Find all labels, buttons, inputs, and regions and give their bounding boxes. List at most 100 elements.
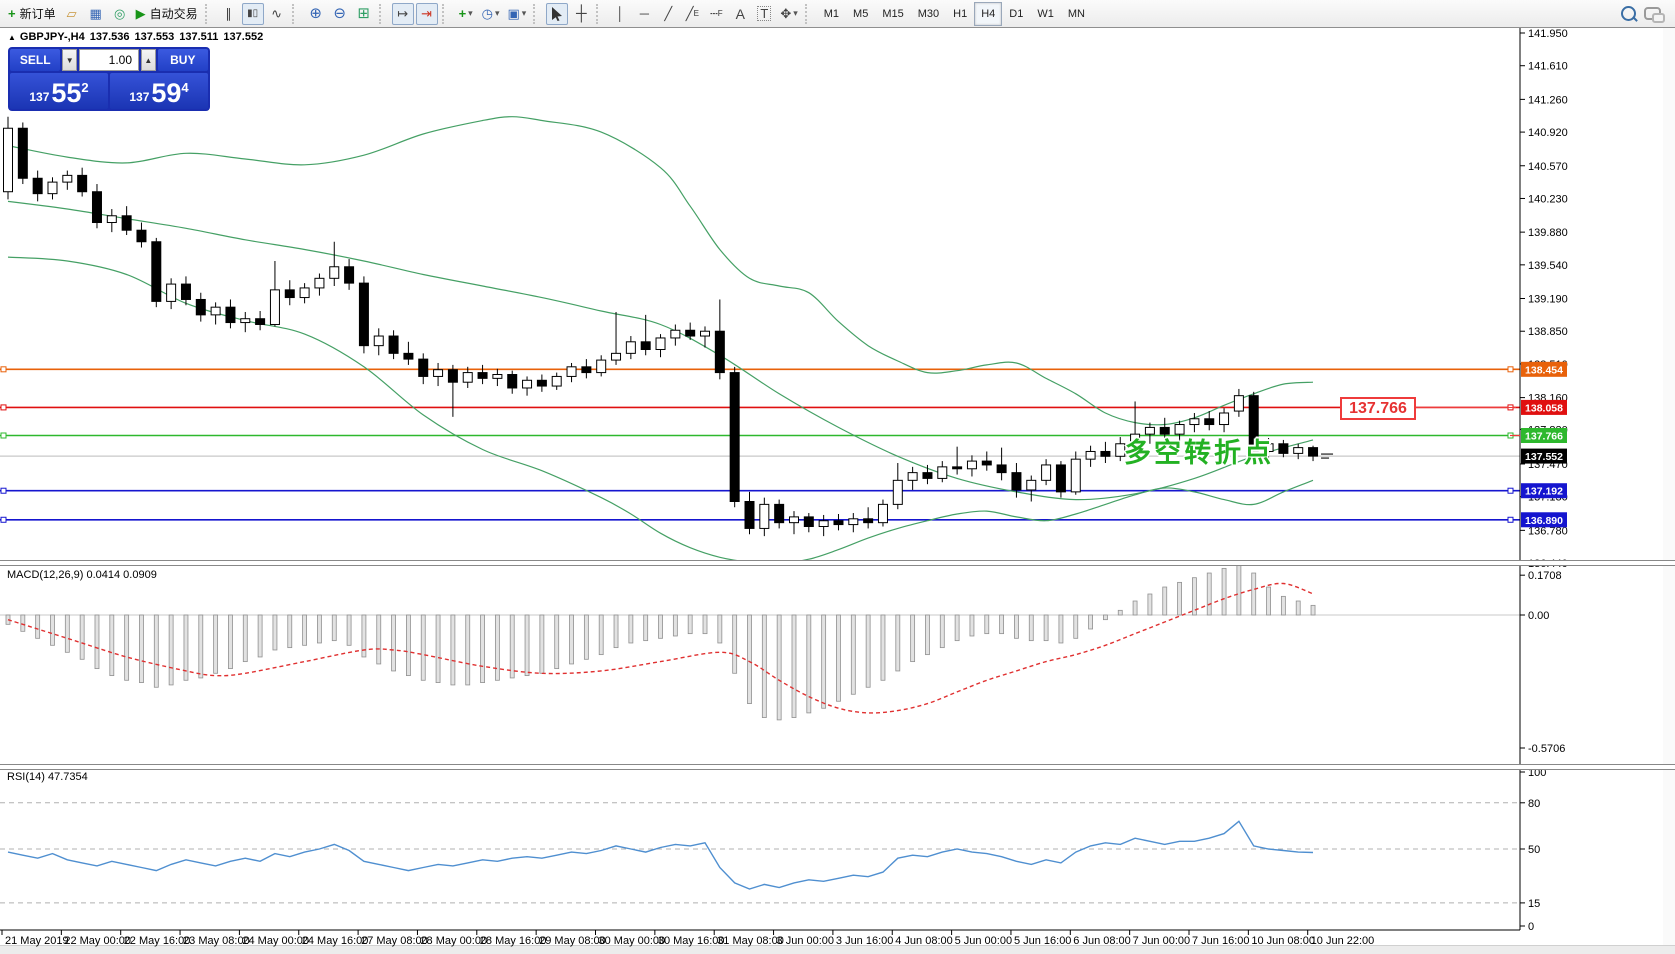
toolbar-separator <box>441 3 451 24</box>
crosshair-button[interactable]: ┼ <box>570 3 592 25</box>
quote-low: 137.511 <box>179 31 219 43</box>
time-tick-label: 24 May 16:00 <box>302 935 369 947</box>
chat-button[interactable] <box>1641 3 1665 25</box>
quote-close: 137.552 <box>223 31 264 43</box>
sell-button[interactable]: SELL <box>10 49 61 71</box>
timeframe-m1-button[interactable]: M1 <box>823 7 840 20</box>
arrows-tool-button[interactable]: ✥ ▾ <box>777 3 800 25</box>
time-tick-label: 10 Jun 22:00 <box>1311 935 1375 947</box>
price-chart-canvas[interactable]: 141.950 141.610 141.260 140.920 140.570 140.2… <box>0 28 1675 953</box>
price-level-label: 137.192 <box>1525 486 1563 498</box>
search-button[interactable] <box>1617 3 1639 25</box>
macd-histogram-bar <box>702 614 708 635</box>
text-tool-button[interactable]: A <box>729 3 751 25</box>
toolbar-separator <box>596 3 605 24</box>
macd-histogram-bar <box>1236 560 1242 616</box>
zoom-out-button[interactable]: ⊖ <box>329 3 351 25</box>
indicators-button[interactable]: + ▾ <box>455 3 477 25</box>
chart-profile-button[interactable]: ▱ <box>61 3 83 25</box>
macd-histogram-bar <box>139 614 144 683</box>
timeframe-d1-button[interactable]: D1 <box>1009 7 1024 20</box>
symbol-collapse-icon[interactable]: ▲ <box>8 33 16 42</box>
macd-histogram-bar <box>717 614 723 644</box>
price-level-label: 137.552 <box>1525 451 1563 463</box>
candlestick-chart-button[interactable]: ▮▯ <box>241 2 264 25</box>
volume-input[interactable] <box>79 49 139 71</box>
macd-histogram-bar <box>984 614 990 635</box>
vertical-line-button[interactable]: │ <box>609 3 631 25</box>
new-order-button[interactable]: + 新订单 <box>5 3 59 25</box>
window-bottom-strip <box>0 945 1675 954</box>
channel-button[interactable]: ╱ E <box>681 3 703 25</box>
chart-shift-icon: ⇥ <box>421 6 433 21</box>
cursor-button[interactable] <box>546 2 569 25</box>
macd-histogram-bar <box>94 614 100 670</box>
macd-histogram-bar <box>50 614 55 646</box>
macd-tick-label: -0.5706 <box>1528 743 1565 755</box>
timeframe-m30-button[interactable]: M30 <box>917 7 940 20</box>
rsi-pane-splitter[interactable] <box>0 764 1675 770</box>
macd-histogram-bar <box>821 614 827 709</box>
macd-histogram-bar <box>331 614 337 642</box>
timeframe-h4-button[interactable]: H4 <box>974 1 1003 26</box>
macd-histogram-bar <box>1028 614 1034 642</box>
macd-histogram-bar <box>64 614 70 653</box>
tile-windows-button[interactable]: ⊞ <box>353 3 375 25</box>
rsi-tick-label: 15 <box>1528 898 1540 910</box>
auto-scroll-button[interactable]: ↦ <box>391 2 414 25</box>
volume-increase-button[interactable]: ▲ <box>141 49 156 71</box>
horizontal-line-button[interactable]: ─ <box>633 3 655 25</box>
macd-histogram-bar <box>79 614 85 660</box>
macd-histogram-bar <box>1177 581 1182 616</box>
time-tick-label: 28 May 00:00 <box>420 935 487 947</box>
symbol-label: GBPJPY-,H4 <box>19 31 85 43</box>
price-callout-label[interactable]: 137.766 <box>1340 397 1516 420</box>
timeframe-mn-button[interactable]: MN <box>1067 7 1085 20</box>
crosshair-icon: ┼ <box>576 5 587 22</box>
periods-button[interactable]: ◷ ▾ <box>479 3 503 25</box>
trendline-button[interactable]: ╱ <box>657 3 679 25</box>
timeframe-m5-button[interactable]: M5 <box>853 7 869 20</box>
macd-pane-splitter[interactable] <box>0 560 1675 566</box>
macd-histogram-bar <box>1058 614 1064 644</box>
macd-histogram-bar <box>317 614 322 644</box>
timeframe-w1-button[interactable]: W1 <box>1037 7 1054 20</box>
rsi-tick-label: 100 <box>1528 767 1546 779</box>
macd-histogram-bar <box>1266 586 1271 616</box>
bar-chart-button[interactable]: ∥ <box>218 3 240 25</box>
fibonacci-button[interactable]: ┄ F <box>705 3 727 25</box>
bollinger-middle-line <box>7 200 1314 501</box>
time-tick-label: 21 May 2019 <box>5 935 69 947</box>
sell-price-button[interactable]: 137 55 2 <box>10 73 108 109</box>
text-tool-icon: A <box>735 5 745 22</box>
timeframe-m15-button[interactable]: M15 <box>882 7 904 20</box>
price-tick-label: 140.570 <box>1528 161 1568 173</box>
signals-button[interactable]: ◎ <box>109 3 131 25</box>
time-tick-label: 3 Jun 16:00 <box>836 935 894 947</box>
autotrading-button[interactable]: ▶ 自动交易 <box>133 3 201 25</box>
macd-histogram-bar <box>569 614 574 665</box>
toolbar-separator <box>533 3 542 24</box>
line-chart-button[interactable]: ∿ <box>266 3 288 25</box>
window-right-strip <box>1663 28 1675 945</box>
main-toolbar: + 新订单 ▱ ▦ ◎ ▶ 自动交易 ∥ ▮▯ ∿ ⊕ ⊖ ⊞ ↦ ⇥ + ▾ … <box>0 0 1675 28</box>
templates-button[interactable]: ▣ ▾ <box>505 3 530 25</box>
turning-point-annotation[interactable]: 多空转折点 <box>1124 438 1274 468</box>
horizontal-level-lines[interactable] <box>0 366 1520 523</box>
chevron-down-icon: ▾ <box>468 8 473 18</box>
timeframe-h1-button[interactable]: H1 <box>953 7 968 20</box>
last-price-marker <box>1321 453 1334 459</box>
macd-histogram-bar <box>257 614 263 658</box>
volume-decrease-button[interactable]: ▼ <box>62 49 77 71</box>
zoom-in-button[interactable]: ⊕ <box>305 3 327 25</box>
time-tick-label: 22 May 00:00 <box>64 935 131 947</box>
market-watch-button[interactable]: ▦ <box>85 3 107 25</box>
price-tick-label: 141.260 <box>1528 94 1568 106</box>
text-label-button[interactable]: T <box>753 3 775 25</box>
buy-button[interactable]: BUY <box>157 49 208 71</box>
new-order-icon: + <box>8 6 16 21</box>
buy-price-button[interactable]: 137 59 4 <box>110 73 208 109</box>
chart-shift-button[interactable]: ⇥ <box>415 2 438 25</box>
price-level-label: 138.454 <box>1525 364 1563 376</box>
